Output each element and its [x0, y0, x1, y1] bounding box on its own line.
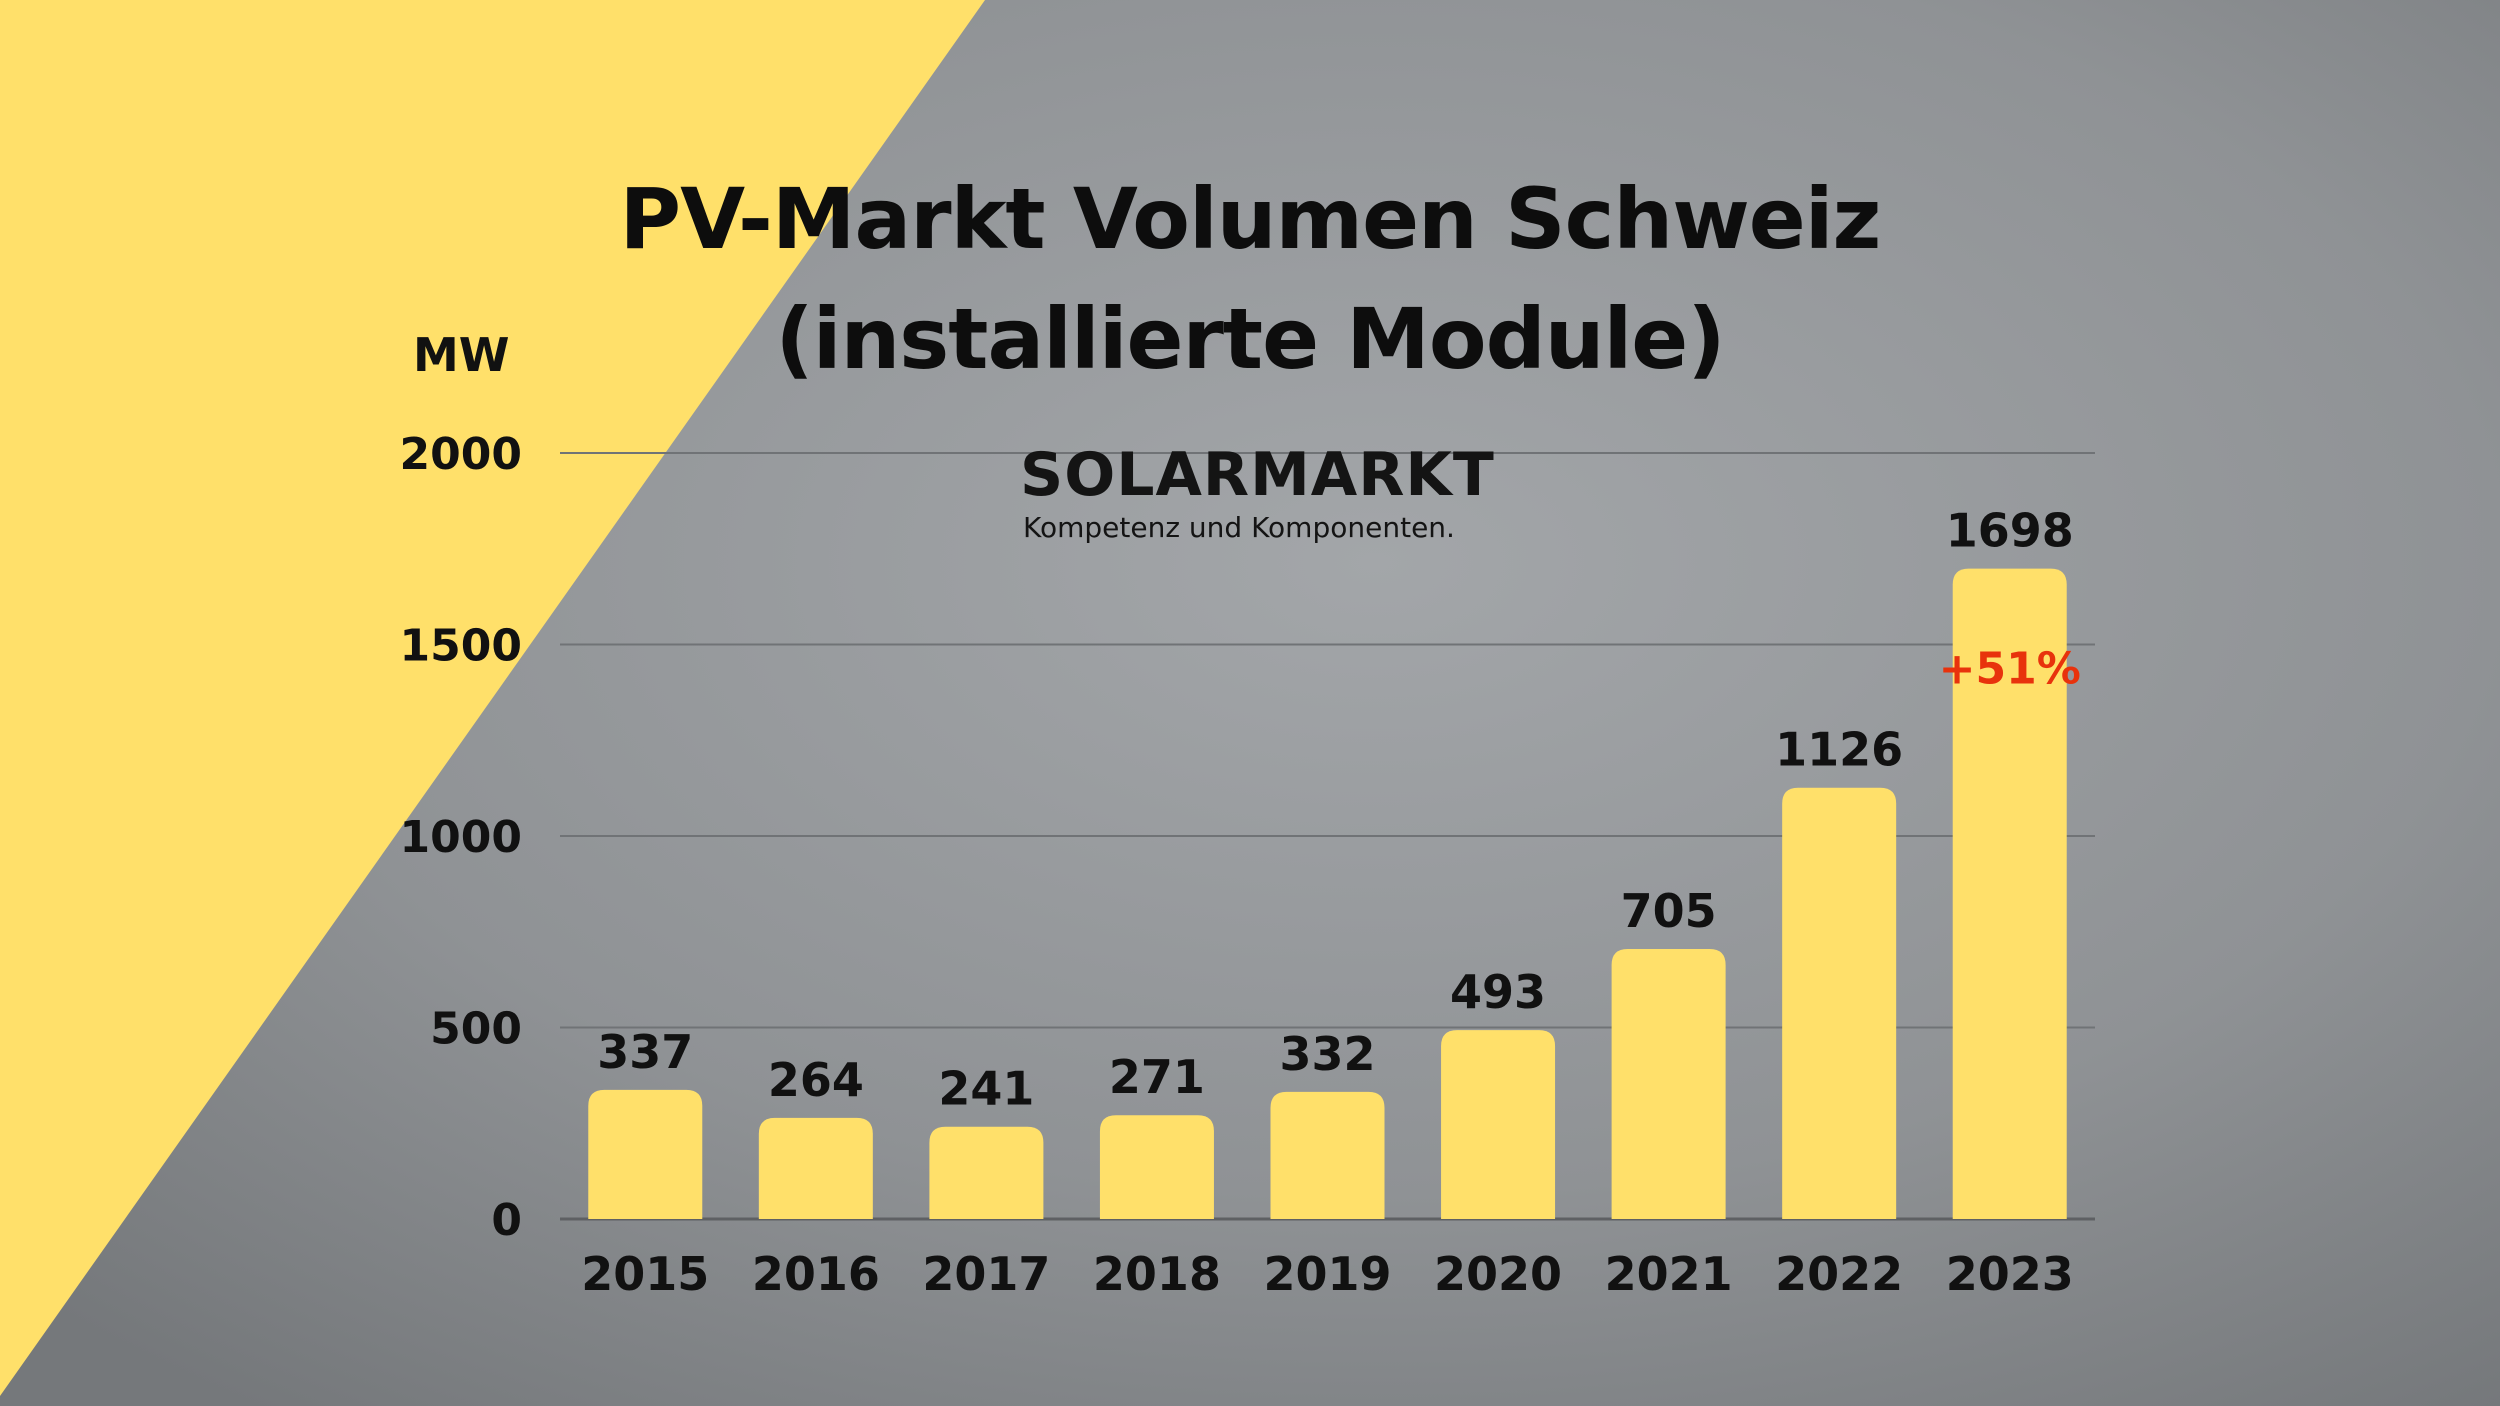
y-tick-label: 500	[430, 1004, 522, 1055]
value-labels: 337 264 241 271 332 493 705 1126 1698	[597, 504, 2073, 1116]
value-label-2019: 332	[1279, 1027, 1375, 1081]
x-tick-label-2023: 2023	[1946, 1247, 2074, 1301]
yellow-wedge	[0, 0, 985, 1396]
value-label-2023: 1698	[1946, 504, 2074, 558]
brand-logo: SOLARMARKT Kompetenz und Komponenten.	[1020, 440, 1640, 546]
bar-2018	[1099, 1115, 1214, 1219]
bar-2015	[588, 1089, 703, 1219]
x-tick-label-2022: 2022	[1775, 1247, 1903, 1301]
bars	[588, 568, 2067, 1219]
y-tick-label: 2000	[400, 429, 522, 480]
y-axis-unit: MW	[413, 328, 510, 382]
x-axis-labels: 2015 2016 2017 2018 2019 2020 2021 2022 2023	[581, 1247, 2073, 1301]
y-tick-label: 1500	[400, 621, 522, 672]
y-tick-label: 0	[491, 1195, 522, 1246]
x-tick-label-2015: 2015	[581, 1247, 709, 1301]
bar-2019	[1270, 1091, 1385, 1219]
x-tick-label-2017: 2017	[922, 1247, 1050, 1301]
x-tick-label-2021: 2021	[1605, 1247, 1733, 1301]
value-label-2017: 241	[938, 1062, 1034, 1116]
bar-2021	[1611, 948, 1726, 1219]
x-tick-label-2018: 2018	[1093, 1247, 1221, 1301]
bar-2017	[929, 1126, 1044, 1219]
brand-name: SOLARMARKT	[1020, 440, 1495, 510]
bar-2016	[758, 1117, 873, 1219]
value-label-2018: 271	[1109, 1050, 1205, 1104]
chart-title-line-1: PV-Markt Volumen Schweiz	[619, 170, 1882, 268]
bar-2020	[1441, 1030, 1556, 1219]
brand-tagline: Kompetenz und Komponenten.	[1023, 511, 1455, 544]
y-axis-ticks: 0 500 1000 1500 2000	[400, 429, 522, 1246]
bar-2022	[1782, 787, 1897, 1219]
annotations: +51%	[1939, 644, 2081, 695]
y-tick-label: 1000	[400, 812, 522, 863]
x-tick-label-2019: 2019	[1263, 1247, 1391, 1301]
value-label-2020: 493	[1450, 965, 1546, 1019]
value-label-2021: 705	[1621, 884, 1717, 938]
value-label-2022: 1126	[1775, 723, 1903, 777]
bar-2023	[1952, 568, 2067, 1219]
x-tick-label-2016: 2016	[752, 1247, 880, 1301]
chart-title-line-2: (installierte Module)	[775, 290, 1725, 388]
growth-annotation: +51%	[1939, 644, 2081, 695]
value-label-2016: 264	[768, 1053, 864, 1107]
value-label-2015: 337	[597, 1025, 693, 1079]
x-tick-label-2020: 2020	[1434, 1247, 1562, 1301]
